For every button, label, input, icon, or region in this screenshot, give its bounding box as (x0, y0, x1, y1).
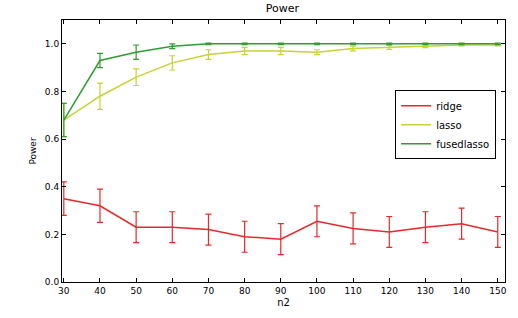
svg-text:0.0: 0.0 (45, 277, 60, 287)
svg-text:Power: Power (266, 2, 300, 15)
svg-text:lasso: lasso (436, 120, 461, 131)
svg-text:110: 110 (345, 286, 362, 296)
svg-text:100: 100 (308, 286, 325, 296)
svg-text:1.0: 1.0 (45, 39, 60, 49)
svg-text:40: 40 (94, 286, 106, 296)
svg-text:50: 50 (130, 286, 142, 296)
svg-text:n2: n2 (277, 297, 290, 308)
svg-text:120: 120 (381, 286, 398, 296)
svg-text:fusedlasso: fusedlasso (436, 139, 489, 150)
svg-text:0.2: 0.2 (45, 230, 59, 240)
svg-text:0.8: 0.8 (45, 87, 60, 97)
svg-text:Power: Power (28, 137, 38, 165)
svg-text:0.4: 0.4 (45, 182, 60, 192)
svg-text:70: 70 (203, 286, 215, 296)
svg-text:30: 30 (58, 286, 70, 296)
svg-text:0.6: 0.6 (45, 134, 60, 144)
svg-text:130: 130 (417, 286, 434, 296)
svg-text:140: 140 (453, 286, 470, 296)
svg-text:90: 90 (275, 286, 287, 296)
svg-text:150: 150 (489, 286, 506, 296)
svg-text:ridge: ridge (436, 101, 462, 112)
svg-text:60: 60 (167, 286, 179, 296)
svg-text:80: 80 (239, 286, 251, 296)
